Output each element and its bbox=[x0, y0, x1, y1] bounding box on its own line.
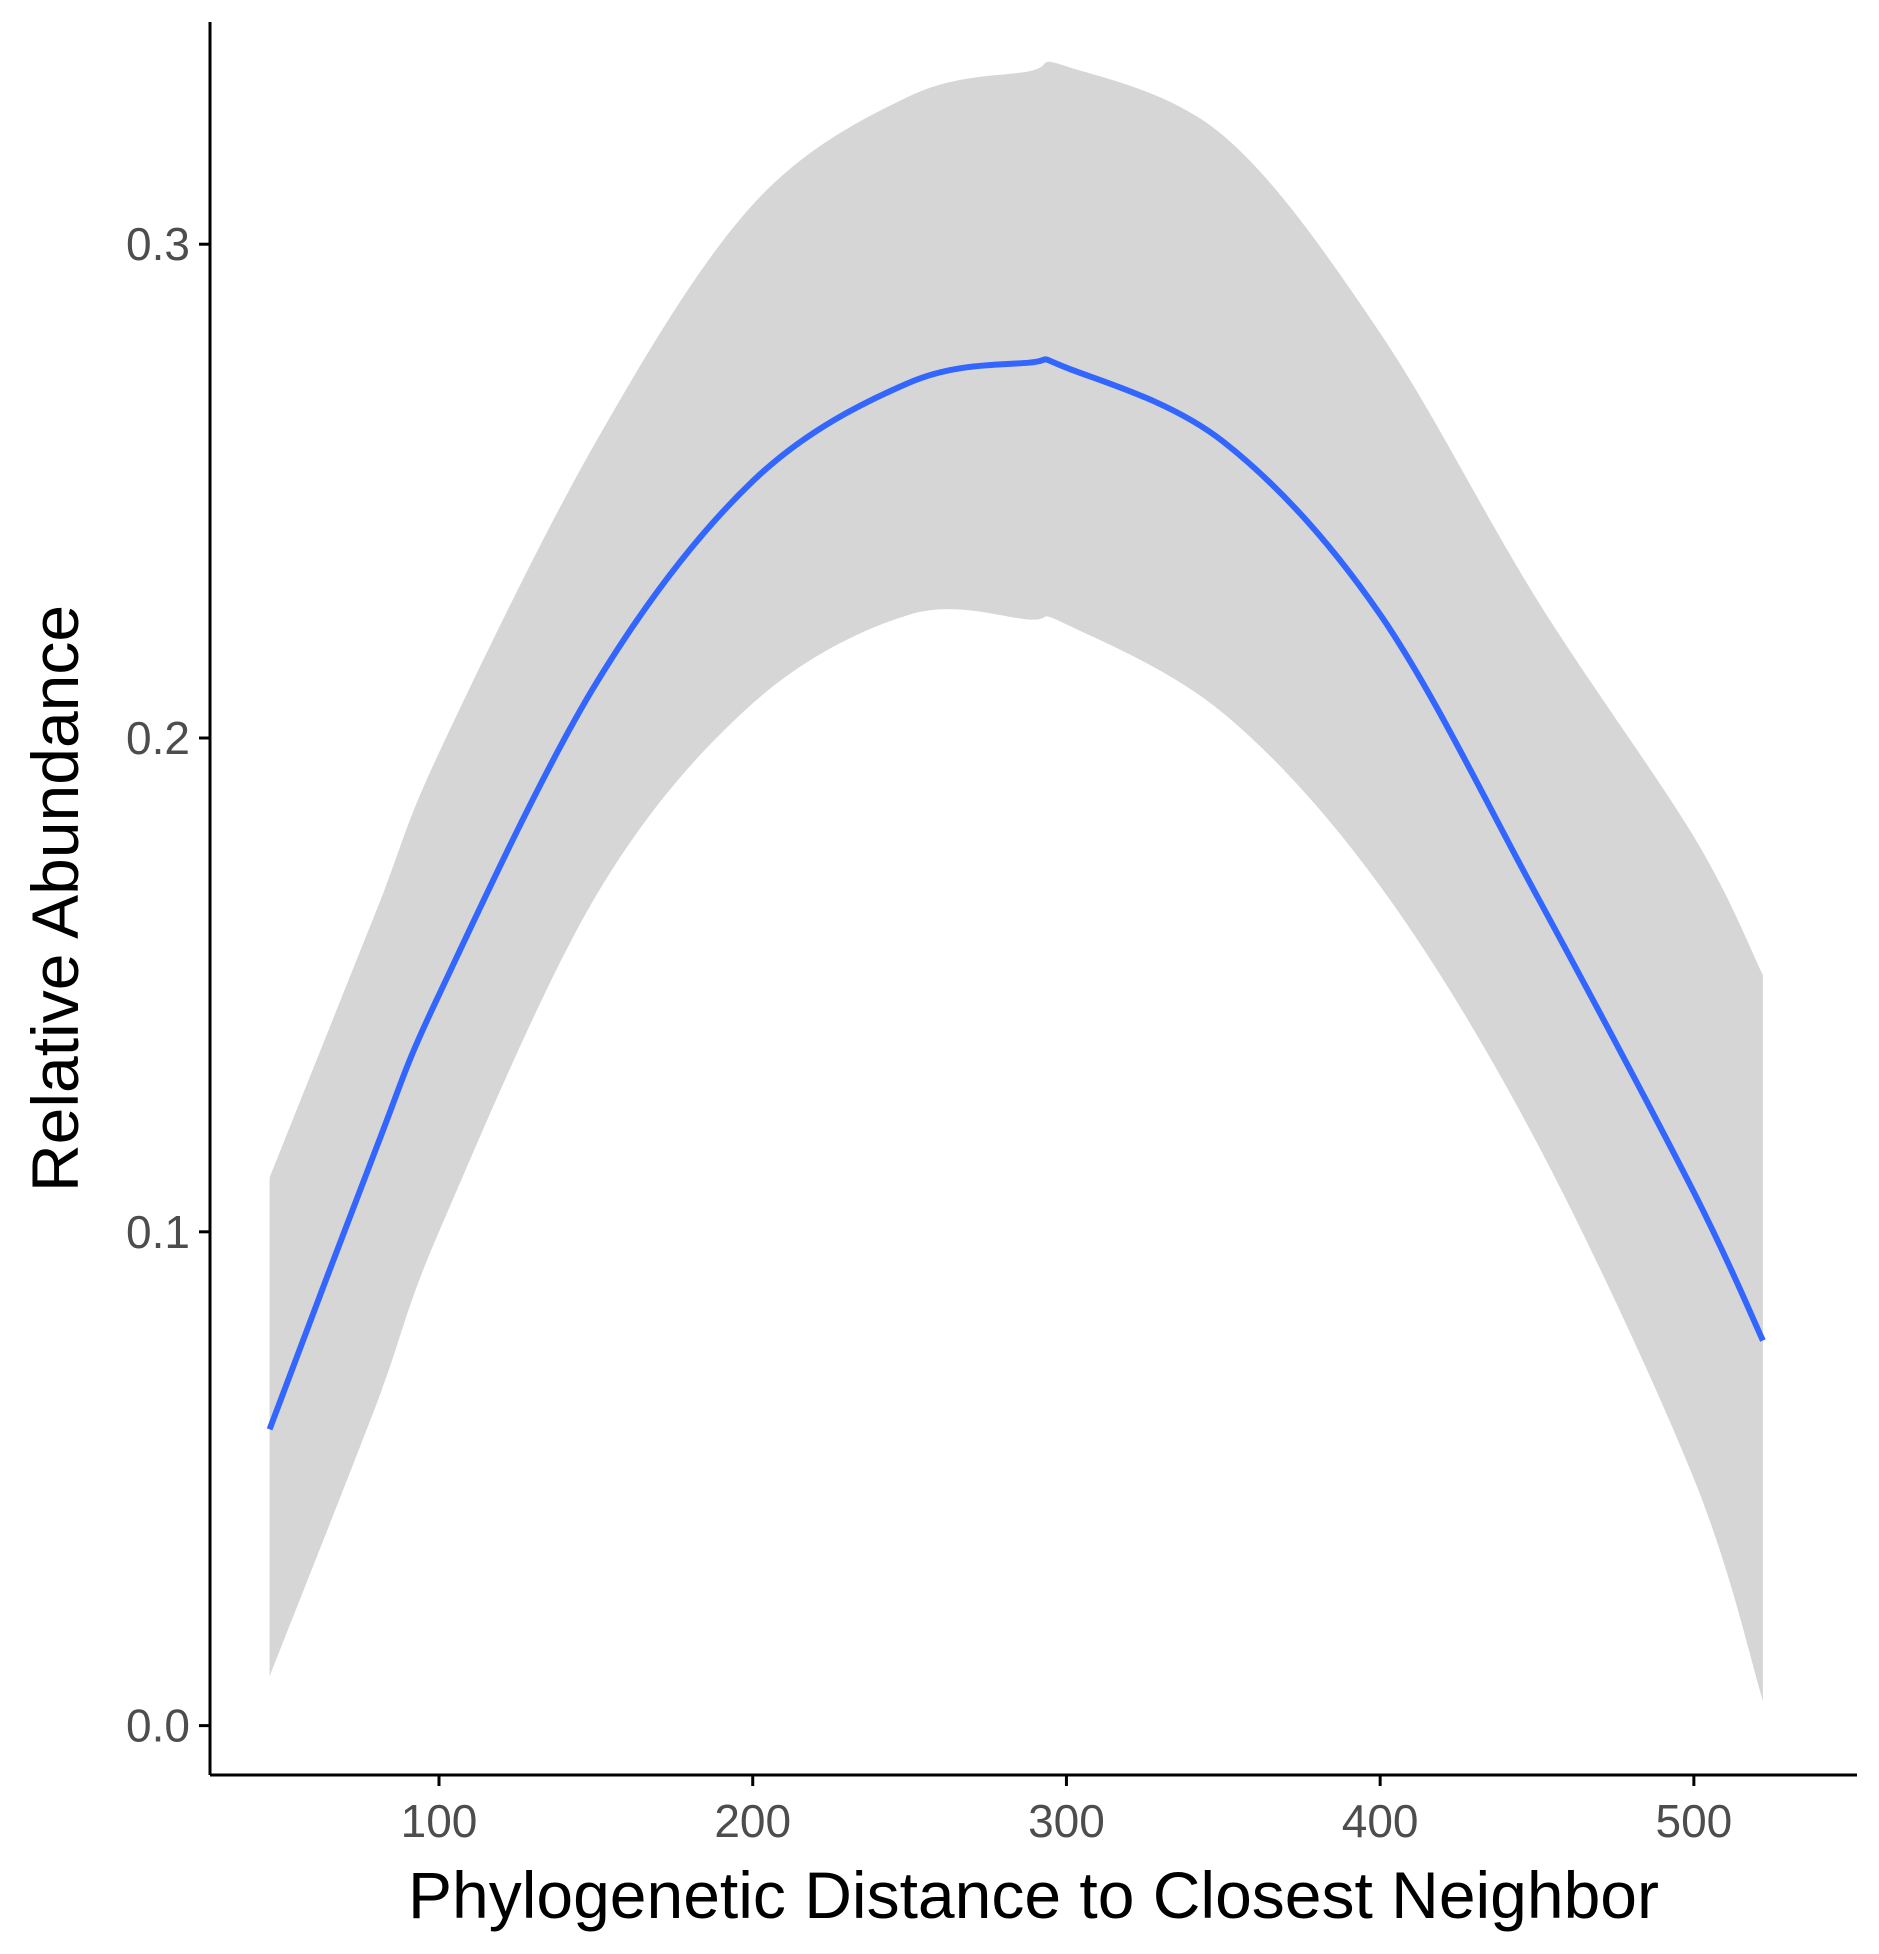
x-tick-label: 300 bbox=[1028, 1795, 1105, 1847]
y-tick-label: 0.1 bbox=[126, 1206, 190, 1258]
y-tick-label: 0.0 bbox=[126, 1700, 190, 1752]
x-axis-ticks: 100 200 300 400 500 bbox=[401, 1775, 1732, 1847]
confidence-band bbox=[269, 61, 1763, 1701]
y-tick-label: 0.3 bbox=[126, 218, 190, 270]
x-tick-label: 200 bbox=[714, 1795, 791, 1847]
x-tick-label: 500 bbox=[1655, 1795, 1732, 1847]
y-tick-label: 0.2 bbox=[126, 712, 190, 764]
y-axis-ticks: 0.0 0.1 0.2 0.3 bbox=[126, 218, 210, 1752]
x-tick-label: 400 bbox=[1342, 1795, 1419, 1847]
x-axis-title: Phylogenetic Distance to Closest Neighbo… bbox=[408, 1858, 1659, 1932]
y-axis-title: Relative Abundance bbox=[18, 605, 92, 1192]
x-tick-label: 100 bbox=[401, 1795, 478, 1847]
fit-line bbox=[266, 356, 1766, 1431]
